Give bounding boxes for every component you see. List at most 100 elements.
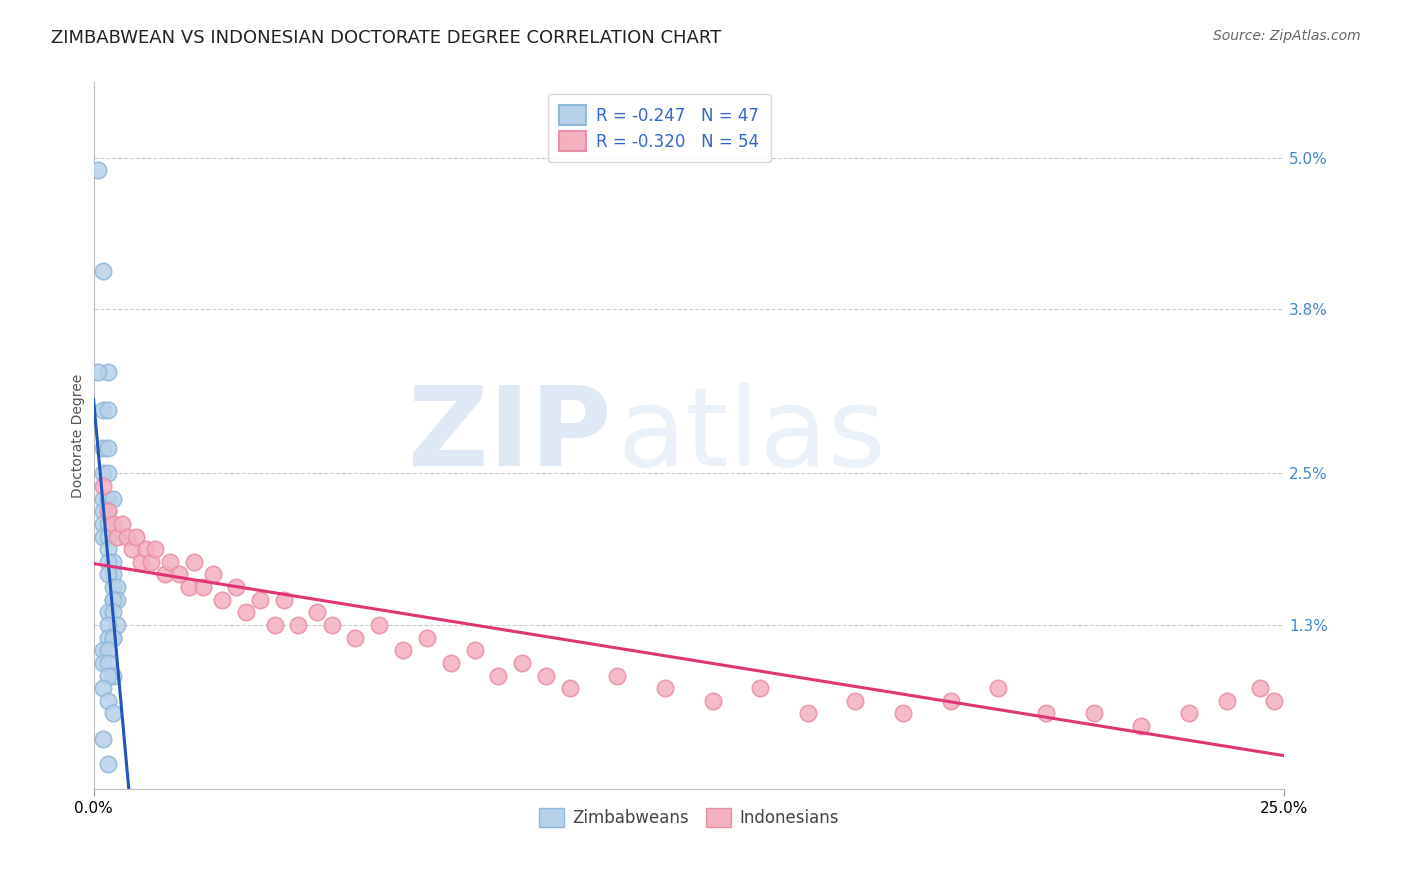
Point <box>797 706 820 721</box>
Point <box>344 631 367 645</box>
Point <box>97 530 120 544</box>
Point <box>97 756 120 771</box>
Point <box>416 631 439 645</box>
Text: Source: ZipAtlas.com: Source: ZipAtlas.com <box>1213 29 1361 43</box>
Point <box>654 681 676 695</box>
Point <box>129 555 152 569</box>
Point <box>91 656 114 670</box>
Point <box>101 592 124 607</box>
Point <box>440 656 463 670</box>
Point <box>558 681 581 695</box>
Point <box>169 567 191 582</box>
Point <box>101 567 124 582</box>
Point <box>135 542 157 557</box>
Point <box>97 694 120 708</box>
Point <box>101 668 124 682</box>
Point <box>101 516 124 531</box>
Point <box>101 606 124 620</box>
Point <box>249 592 271 607</box>
Point <box>91 731 114 746</box>
Point <box>606 668 628 682</box>
Point <box>87 365 110 379</box>
Point <box>235 606 257 620</box>
Point <box>91 467 114 481</box>
Point <box>115 530 138 544</box>
Point <box>101 592 124 607</box>
Point <box>1263 694 1285 708</box>
Point <box>97 631 120 645</box>
Point <box>97 606 120 620</box>
Point <box>153 567 176 582</box>
Point <box>1130 719 1153 733</box>
Point <box>87 163 110 178</box>
Point <box>105 580 128 594</box>
Point <box>486 668 509 682</box>
Point <box>91 479 114 493</box>
Point <box>111 516 134 531</box>
Point <box>534 668 557 682</box>
Point <box>463 643 485 657</box>
Point <box>287 618 309 632</box>
Point <box>368 618 391 632</box>
Text: ZIMBABWEAN VS INDONESIAN DOCTORATE DEGREE CORRELATION CHART: ZIMBABWEAN VS INDONESIAN DOCTORATE DEGRE… <box>51 29 721 46</box>
Point <box>97 467 120 481</box>
Point <box>510 656 533 670</box>
Point <box>97 516 120 531</box>
Point <box>105 530 128 544</box>
Point <box>97 542 120 557</box>
Legend: Zimbabweans, Indonesians: Zimbabweans, Indonesians <box>533 801 845 834</box>
Point <box>225 580 247 594</box>
Point <box>939 694 962 708</box>
Point <box>307 606 329 620</box>
Point <box>201 567 224 582</box>
Point <box>987 681 1010 695</box>
Point <box>91 403 114 417</box>
Point <box>97 567 120 582</box>
Point <box>97 403 120 417</box>
Point <box>891 706 914 721</box>
Point <box>101 491 124 506</box>
Point <box>125 530 148 544</box>
Point <box>97 504 120 518</box>
Point <box>91 491 114 506</box>
Point <box>159 555 181 569</box>
Point <box>263 618 285 632</box>
Point <box>91 681 114 695</box>
Y-axis label: Doctorate Degree: Doctorate Degree <box>72 374 86 498</box>
Point <box>321 618 343 632</box>
Point <box>1177 706 1199 721</box>
Point <box>97 555 120 569</box>
Point <box>97 491 120 506</box>
Point <box>97 656 120 670</box>
Point <box>91 643 114 657</box>
Text: ZIP: ZIP <box>408 382 612 489</box>
Point <box>139 555 162 569</box>
Point <box>191 580 214 594</box>
Point <box>145 542 167 557</box>
Point <box>91 530 114 544</box>
Point <box>1216 694 1239 708</box>
Point <box>91 516 114 531</box>
Point <box>91 441 114 455</box>
Point <box>211 592 233 607</box>
Point <box>97 441 120 455</box>
Point <box>97 365 120 379</box>
Point <box>105 592 128 607</box>
Point <box>97 504 120 518</box>
Point <box>392 643 415 657</box>
Point <box>101 631 124 645</box>
Point <box>1083 706 1105 721</box>
Point <box>1035 706 1057 721</box>
Point <box>749 681 772 695</box>
Point <box>97 643 120 657</box>
Point <box>121 542 143 557</box>
Point <box>91 264 114 278</box>
Point <box>101 706 124 721</box>
Point <box>177 580 200 594</box>
Point <box>1249 681 1271 695</box>
Point <box>101 580 124 594</box>
Text: atlas: atlas <box>617 382 886 489</box>
Point <box>91 504 114 518</box>
Point <box>183 555 205 569</box>
Point <box>105 618 128 632</box>
